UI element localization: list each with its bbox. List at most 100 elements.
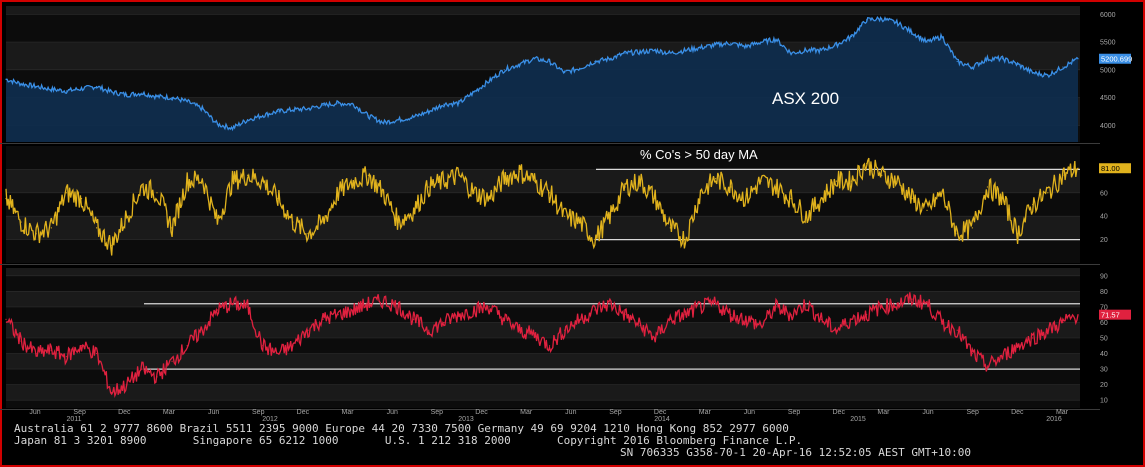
- pct50-data-point: [971, 227, 973, 229]
- asx-data-point: [201, 108, 203, 110]
- last-value-label: 5200.699: [1101, 55, 1132, 64]
- x-month-label: Mar: [877, 409, 890, 416]
- pct50-data-point: [473, 192, 475, 194]
- pct50-data-point: [171, 227, 173, 229]
- pct50-data-point: [941, 192, 943, 194]
- pct200-data-point: [881, 306, 883, 308]
- x-month-label: Dec: [118, 409, 131, 416]
- background-band: [6, 353, 1080, 370]
- background-band: [6, 384, 1080, 401]
- pct50-data-point: [186, 180, 188, 182]
- pct50-data-point: [1077, 167, 1079, 169]
- pct200-data-point: [367, 303, 369, 305]
- background-band: [6, 216, 1080, 240]
- pct50-data-point: [35, 233, 37, 235]
- asx-data-point: [941, 35, 943, 38]
- asx-data-point: [413, 116, 415, 118]
- y-tick-label: 5500: [1100, 40, 1116, 47]
- pct50-data-point: [956, 233, 958, 235]
- asx-data-point: [533, 58, 536, 60]
- pct200-data-point: [65, 356, 67, 358]
- y-tick-label: 50: [1100, 336, 1108, 343]
- x-month-label: Mar: [1056, 409, 1069, 416]
- pct50-data-point: [156, 192, 158, 194]
- x-year-label: 2013: [458, 416, 474, 423]
- background-band: [6, 400, 1080, 408]
- pct200-data-point: [337, 314, 339, 316]
- x-month-label: Dec: [1011, 409, 1024, 416]
- y-tick-label: 80: [1100, 289, 1108, 296]
- background-band: [6, 306, 1080, 323]
- pct50-data-point: [911, 198, 913, 200]
- y-tick-label: 10: [1100, 398, 1108, 405]
- asx-data-point: [322, 104, 324, 106]
- x-month-label: Jun: [565, 409, 576, 416]
- asx-data-point: [277, 110, 279, 113]
- asx-data-point: [775, 38, 777, 40]
- footer-line-2: Japan 81 3 3201 8900 Singapore 65 6212 1…: [14, 434, 803, 447]
- y-tick-label: 40: [1100, 351, 1108, 358]
- asx-data-point: [473, 91, 475, 93]
- asx-data-point: [971, 66, 973, 68]
- asx-data-point: [443, 103, 445, 105]
- pct50-data-point: [579, 221, 581, 223]
- pct200-data-point: [594, 309, 596, 311]
- x-month-label: Sep: [609, 409, 622, 416]
- asx-data-point: [699, 47, 702, 49]
- pct200-data-point: [443, 321, 445, 324]
- pct200-data-point: [699, 306, 702, 308]
- background-band: [6, 146, 1080, 170]
- footer-line-3: SN 706335 G358-70-1 20-Apr-16 12:52:05 A…: [620, 446, 971, 459]
- background-band: [6, 6, 1080, 15]
- pct50-data-point: [548, 192, 551, 194]
- asx-data-point: [594, 60, 596, 63]
- pct200-data-point: [352, 309, 354, 311]
- pct200-data-point: [126, 384, 128, 386]
- x-year-label: 2012: [262, 416, 278, 423]
- asx-data-point: [231, 127, 234, 129]
- asx-data-point: [986, 58, 989, 60]
- pct200-data-point: [95, 352, 98, 355]
- pct50-data-point: [1062, 174, 1064, 176]
- pct50-data-point: [277, 198, 279, 200]
- asx-data-point: [624, 52, 626, 54]
- y-tick-label: 60: [1100, 320, 1108, 327]
- pct50-series-line: [5, 157, 1079, 256]
- pct50-data-point: [684, 239, 687, 241]
- asx-series-line: [6, 16, 1079, 132]
- background-band: [6, 239, 1080, 263]
- asx-data-point: [428, 110, 430, 113]
- pct50-data-point: [216, 221, 218, 223]
- y-tick-label: 30: [1100, 367, 1108, 374]
- asx-data-point: [80, 88, 83, 90]
- pct200-data-point: [609, 303, 611, 305]
- asx-data-point: [866, 19, 868, 21]
- pct50-data-point: [624, 186, 626, 188]
- pct200-data-point: [156, 376, 158, 378]
- asx-data-point: [35, 85, 37, 88]
- pct200-data-point: [624, 314, 626, 316]
- background-band: [6, 275, 1080, 292]
- asx-data-point: [307, 108, 309, 110]
- pct200-data-point: [986, 365, 989, 367]
- pct50-data-point: [1047, 192, 1049, 194]
- asx-data-point: [382, 121, 385, 124]
- pct50-data-point: [594, 239, 596, 241]
- pct200-data-point: [216, 309, 218, 311]
- pct200-data-point: [745, 318, 747, 320]
- pct200-data-point: [1062, 321, 1064, 324]
- pct50-data-point: [533, 180, 536, 182]
- asx-data-point: [518, 63, 520, 65]
- pct50-data-point: [201, 178, 203, 180]
- asx-data-point: [1017, 63, 1019, 65]
- last-value-label: 81.00: [1101, 164, 1120, 173]
- background-band: [6, 322, 1080, 338]
- x-month-label: Mar: [342, 409, 355, 416]
- pct50-data-point: [5, 198, 7, 200]
- x-month-label: Dec: [654, 409, 667, 416]
- pct200-data-point: [171, 360, 173, 362]
- x-month-label: Jun: [29, 409, 40, 416]
- x-month-label: Mar: [699, 409, 712, 416]
- pct200-data-point: [186, 345, 188, 347]
- pct200-data-point: [80, 345, 83, 347]
